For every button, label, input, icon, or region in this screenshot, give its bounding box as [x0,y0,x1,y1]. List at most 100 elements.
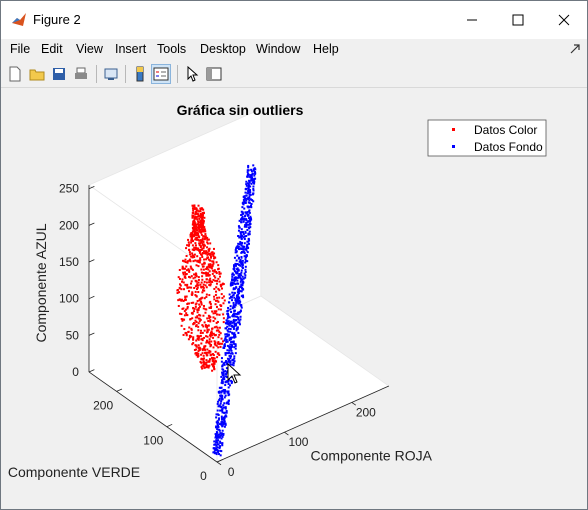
data-point-color [201,296,204,299]
toolbar-separator [125,65,126,83]
data-point-fondo [215,447,218,450]
figure-canvas[interactable]: 0 100 200 0 100 200 0 50 100 150 200 250 Componente … [2,88,586,506]
menu-tools[interactable]: Tools [157,42,187,56]
data-point-color [202,220,205,223]
data-point-fondo [245,197,248,200]
z-tick-mark [88,222,95,226]
data-point-color [195,339,198,342]
data-point-color [201,337,204,340]
data-point-fondo [216,441,219,444]
data-point-color [192,277,195,280]
legend-button[interactable] [151,64,171,84]
print-button[interactable] [71,64,91,84]
data-point-fondo [213,450,216,453]
data-point-fondo [213,440,216,443]
data-point-fondo [241,275,244,278]
data-point-fondo [241,288,244,291]
data-point-fondo [227,380,230,383]
data-point-fondo [231,352,234,355]
data-point-color [206,324,209,327]
data-point-color [197,291,200,294]
data-point-fondo [247,187,250,190]
menu-insert[interactable]: Insert [115,42,147,56]
data-point-color [200,233,203,236]
data-point-fondo [234,248,237,251]
data-point-fondo [216,436,219,439]
data-point-fondo [233,296,236,299]
data-point-color [194,248,197,251]
dock-figure-icon[interactable] [569,43,581,55]
data-point-fondo [229,308,232,311]
data-point-color [213,366,216,369]
data-point-color [209,280,212,283]
data-point-fondo [224,333,227,336]
data-point-color [193,224,196,227]
data-point-color [210,356,213,359]
data-point-color [213,298,216,301]
data-point-color [205,363,208,366]
data-point-fondo [221,364,224,367]
save-button[interactable] [49,64,69,84]
data-point-color [203,258,206,261]
data-point-color [218,333,221,336]
data-point-fondo [245,184,248,187]
data-point-color [186,307,189,310]
menu-edit[interactable]: Edit [41,42,63,56]
data-point-color [195,275,198,278]
data-point-fondo [229,320,232,323]
data-point-color [200,219,203,222]
data-point-color [196,255,199,258]
data-point-color [180,280,183,283]
data-point-color [201,367,204,370]
data-point-fondo [241,287,244,290]
data-point-color [199,332,202,335]
data-point-fondo [224,414,227,417]
data-point-color [193,206,196,209]
legend-icon [153,67,169,81]
menu-help[interactable]: Help [313,42,339,56]
data-point-color [212,278,215,281]
link-plot-button[interactable] [101,64,121,84]
menu-desktop[interactable]: Desktop [200,42,246,56]
menu-window[interactable]: Window [256,42,301,56]
close-button[interactable] [541,1,587,39]
data-point-color [205,258,208,261]
data-point-fondo [239,247,242,250]
data-point-color [194,238,197,241]
property-inspector-button[interactable] [204,64,224,84]
data-point-color [217,352,220,355]
data-point-fondo [244,276,247,279]
data-point-fondo [221,424,224,427]
open-file-button[interactable] [27,64,47,84]
menu-view[interactable]: View [76,42,103,56]
data-point-fondo [229,336,232,339]
scatter-3d-plot[interactable]: 0 100 200 0 100 200 0 50 100 150 200 250 Componente … [2,88,586,506]
data-point-color [198,230,201,233]
data-point-fondo [244,188,247,191]
data-point-fondo [237,318,240,321]
menu-file[interactable]: File [10,42,31,56]
data-point-color [214,279,217,282]
colorbar-button[interactable] [130,64,150,84]
data-point-color [188,270,191,273]
data-point-fondo [221,368,224,371]
data-point-color [218,272,221,275]
data-point-color [184,258,187,261]
data-point-fondo [238,275,241,278]
data-point-color [186,305,189,308]
legend[interactable]: Datos Color Datos Fondo [427,119,547,157]
data-point-color [186,286,189,289]
data-point-fondo [219,454,222,457]
minimize-button[interactable] [449,1,495,39]
data-point-fondo [246,221,249,224]
data-point-fondo [220,394,223,397]
data-point-color [217,264,220,267]
title-bar[interactable]: Figure 2 [1,1,587,39]
data-point-color [209,354,212,357]
new-figure-button[interactable] [5,64,25,84]
data-point-color [182,333,185,336]
data-point-fondo [244,191,247,194]
maximize-button[interactable] [495,1,541,39]
edit-plot-button[interactable] [182,64,202,84]
data-point-color [184,332,187,335]
